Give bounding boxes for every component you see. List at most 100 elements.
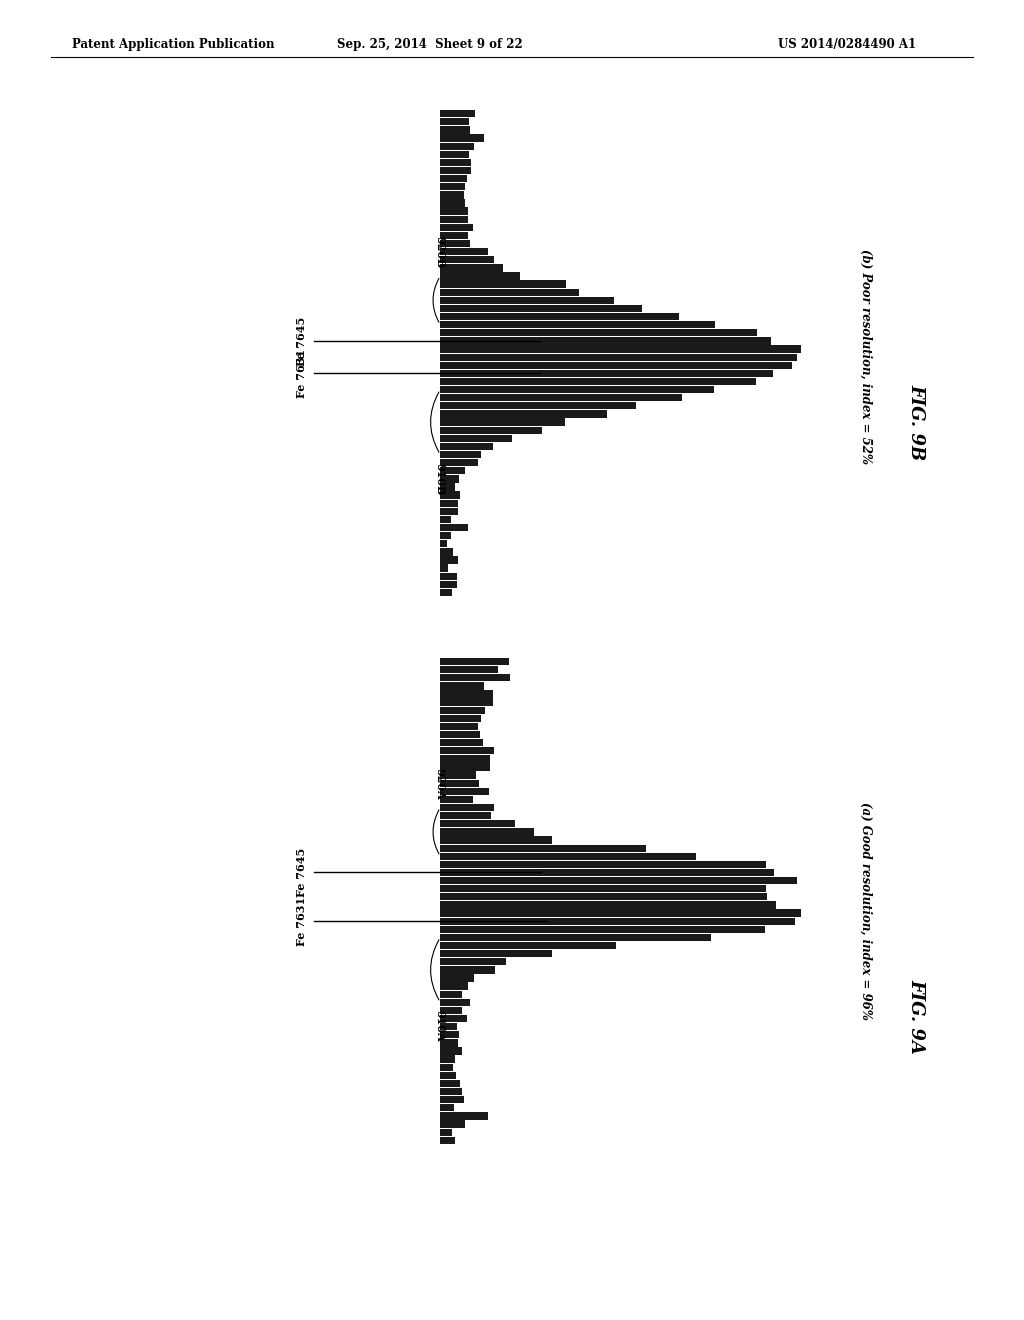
Bar bbox=[440, 581, 457, 587]
Bar bbox=[440, 264, 503, 272]
Bar bbox=[440, 1088, 463, 1096]
Bar bbox=[440, 974, 474, 982]
Text: 920B: 920B bbox=[435, 235, 445, 268]
Bar bbox=[440, 135, 483, 141]
Bar bbox=[440, 411, 607, 417]
Bar bbox=[440, 191, 464, 198]
Bar bbox=[440, 1072, 457, 1078]
Bar bbox=[440, 329, 758, 337]
Bar bbox=[440, 346, 801, 352]
Bar bbox=[440, 589, 453, 597]
Bar bbox=[440, 909, 801, 916]
Bar bbox=[440, 714, 481, 722]
Bar bbox=[440, 763, 489, 771]
Bar bbox=[440, 1015, 467, 1022]
Bar bbox=[440, 166, 471, 174]
Bar bbox=[440, 573, 458, 579]
Text: Sep. 25, 2014  Sheet 9 of 22: Sep. 25, 2014 Sheet 9 of 22 bbox=[337, 38, 523, 51]
Bar bbox=[440, 158, 471, 166]
Text: (a) Good resolution, index = 96%: (a) Good resolution, index = 96% bbox=[859, 801, 871, 1020]
Bar bbox=[440, 338, 771, 345]
Bar bbox=[440, 820, 515, 828]
Text: US 2014/0284490 A1: US 2014/0284490 A1 bbox=[778, 38, 916, 51]
Bar bbox=[440, 966, 495, 974]
Bar bbox=[440, 706, 484, 714]
Bar bbox=[440, 723, 478, 730]
Bar bbox=[440, 280, 566, 288]
Bar bbox=[440, 1080, 460, 1088]
Bar bbox=[440, 256, 495, 264]
Text: 910B: 910B bbox=[435, 462, 445, 495]
Bar bbox=[440, 933, 712, 941]
Text: Patent Application Publication: Patent Application Publication bbox=[72, 38, 274, 51]
Bar bbox=[440, 982, 468, 990]
Bar bbox=[440, 876, 797, 884]
Bar bbox=[440, 240, 470, 247]
Bar bbox=[440, 999, 470, 1006]
Bar bbox=[440, 127, 470, 133]
Bar bbox=[440, 532, 452, 540]
Bar bbox=[440, 426, 542, 434]
Bar bbox=[440, 150, 469, 158]
Bar bbox=[440, 119, 469, 125]
Bar bbox=[440, 894, 767, 900]
Bar bbox=[440, 362, 792, 368]
Bar bbox=[440, 1113, 488, 1119]
Bar bbox=[440, 739, 483, 746]
Bar bbox=[440, 272, 520, 280]
Bar bbox=[440, 540, 446, 548]
Bar bbox=[440, 508, 459, 515]
Bar bbox=[440, 990, 462, 998]
Bar bbox=[440, 958, 506, 965]
Bar bbox=[440, 667, 498, 673]
Bar bbox=[440, 483, 456, 491]
Bar bbox=[440, 942, 616, 949]
Bar bbox=[440, 418, 564, 426]
Text: FIG. 9A: FIG. 9A bbox=[907, 979, 926, 1053]
Bar bbox=[440, 780, 479, 787]
Bar bbox=[440, 675, 510, 681]
Bar bbox=[440, 248, 488, 255]
Bar bbox=[440, 183, 466, 190]
Bar bbox=[440, 215, 468, 223]
Bar bbox=[440, 925, 765, 933]
Bar bbox=[440, 755, 489, 763]
Bar bbox=[440, 1096, 464, 1104]
Bar bbox=[440, 207, 468, 215]
Bar bbox=[440, 491, 460, 499]
Bar bbox=[440, 176, 467, 182]
Bar bbox=[440, 232, 468, 239]
Bar bbox=[440, 434, 512, 442]
Bar bbox=[440, 475, 460, 483]
Bar bbox=[440, 804, 495, 812]
Bar bbox=[440, 1007, 463, 1014]
Bar bbox=[440, 788, 488, 795]
Bar bbox=[440, 1047, 462, 1055]
Bar bbox=[440, 796, 472, 803]
Bar bbox=[440, 321, 715, 329]
Bar bbox=[440, 516, 452, 523]
Bar bbox=[440, 565, 447, 572]
Bar bbox=[440, 917, 796, 925]
Bar bbox=[440, 747, 495, 755]
Bar bbox=[440, 223, 473, 231]
Bar bbox=[440, 110, 475, 117]
Bar bbox=[440, 524, 468, 531]
Bar bbox=[440, 354, 797, 360]
Bar bbox=[440, 1064, 453, 1071]
Bar bbox=[440, 313, 679, 321]
Bar bbox=[440, 199, 465, 207]
Bar bbox=[440, 869, 774, 876]
Text: Fe 7631: Fe 7631 bbox=[296, 896, 307, 945]
Text: Fe 7631: Fe 7631 bbox=[296, 348, 307, 397]
Bar bbox=[440, 853, 696, 859]
Bar bbox=[440, 698, 494, 706]
Bar bbox=[440, 845, 645, 851]
Text: Fe 7645: Fe 7645 bbox=[296, 847, 307, 898]
Bar bbox=[440, 657, 509, 665]
Bar bbox=[440, 370, 773, 378]
Bar bbox=[440, 950, 552, 957]
Bar bbox=[440, 459, 478, 466]
Text: 910A: 910A bbox=[435, 1010, 445, 1041]
Text: (b) Poor resolution, index = 52%: (b) Poor resolution, index = 52% bbox=[859, 249, 871, 463]
